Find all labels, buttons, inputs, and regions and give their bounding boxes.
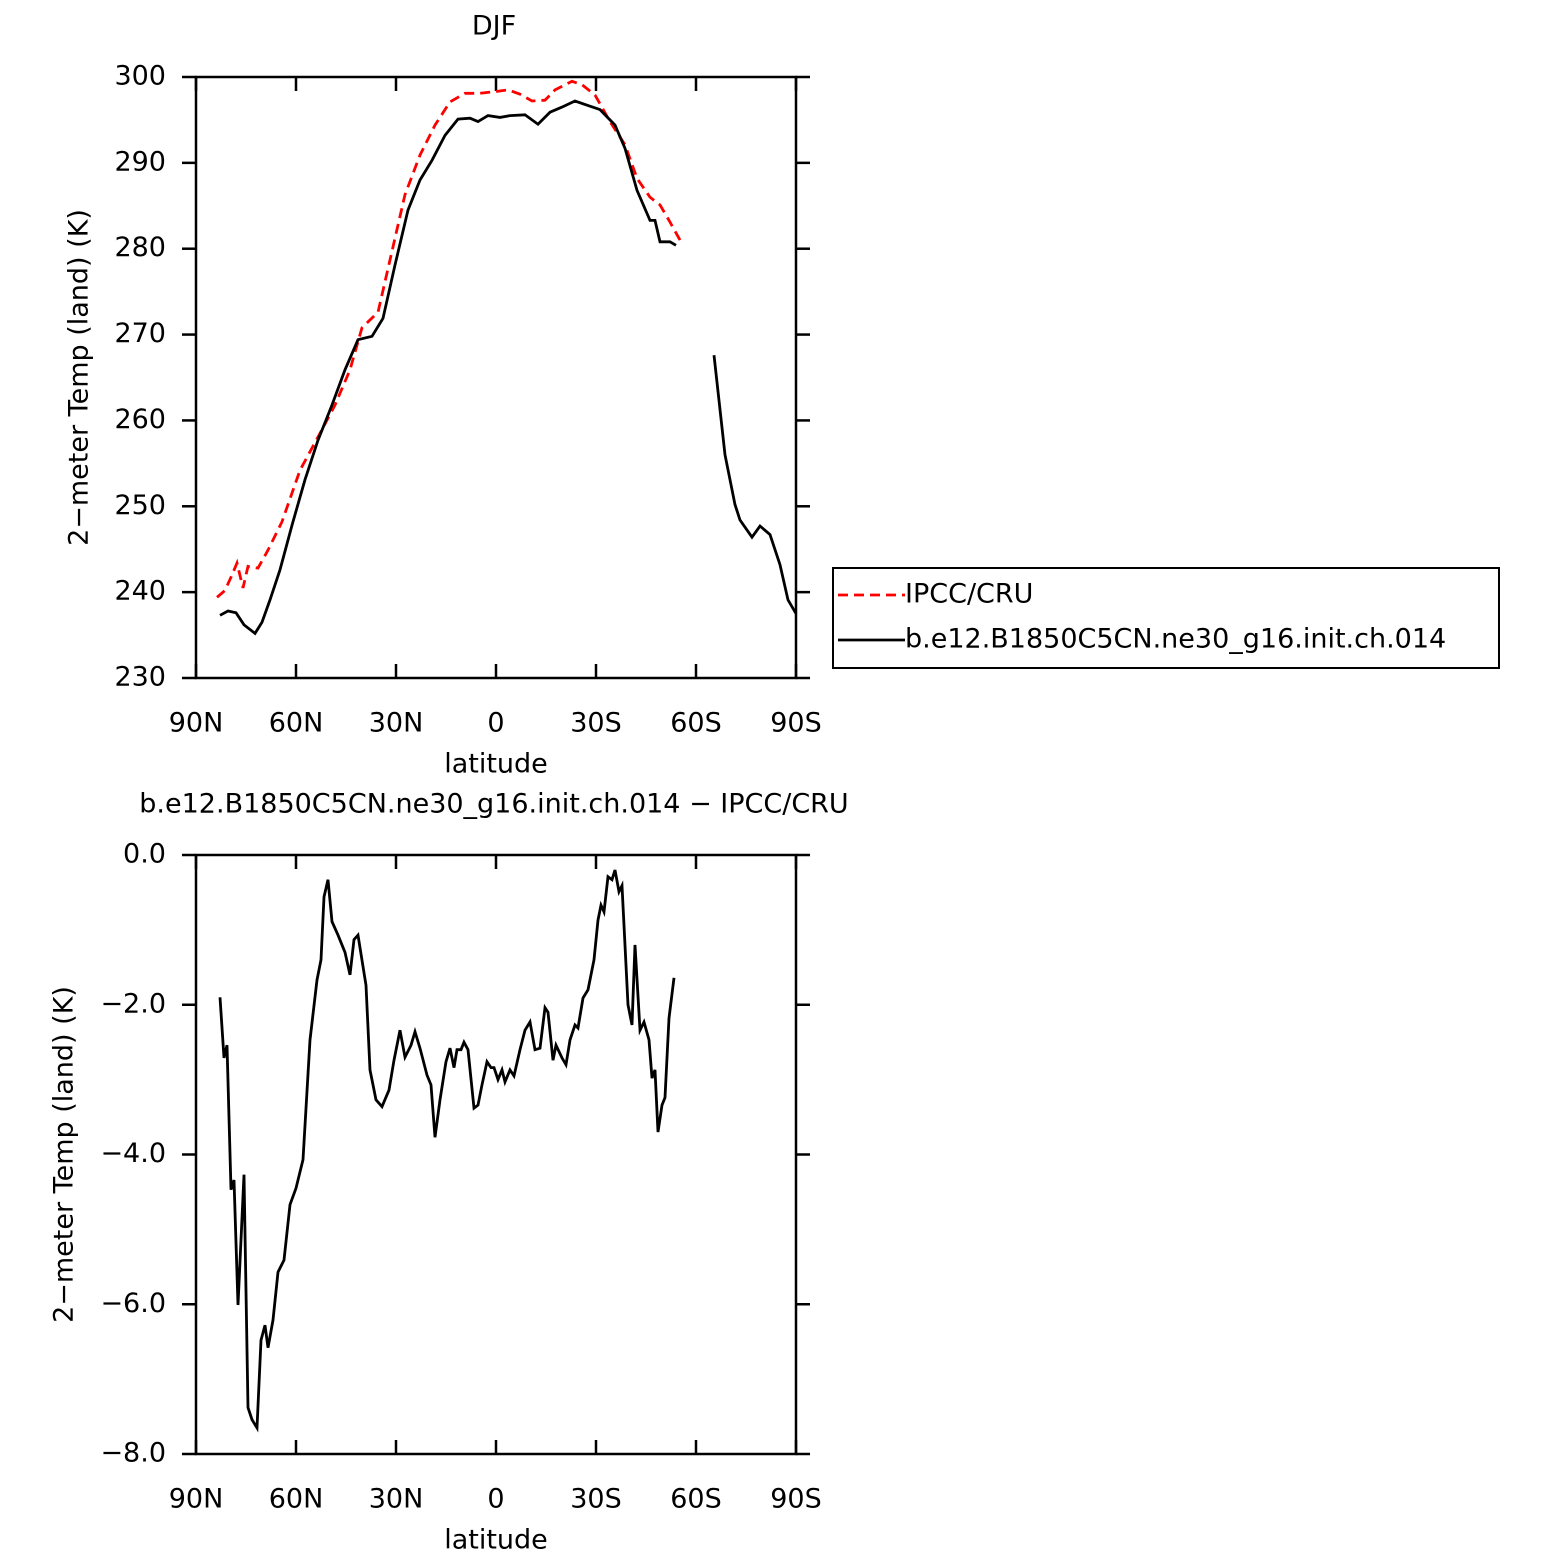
- legend-label: IPCC/CRU: [905, 579, 1033, 610]
- x-tick-label: 30N: [369, 708, 424, 739]
- legend-box: [832, 567, 1500, 669]
- x-tick-label: 30S: [570, 1484, 622, 1515]
- y-axis-label: 2−meter Temp (land) (K): [49, 986, 80, 1323]
- y-tick-label: 0.0: [123, 839, 166, 870]
- chart-title: DJF: [472, 11, 516, 42]
- x-tick-label: 30S: [570, 708, 622, 739]
- x-axis-label: latitude: [444, 1525, 548, 1556]
- y-tick-label: 240: [114, 576, 166, 607]
- x-tick-label: 60S: [670, 708, 722, 739]
- y-axis-label: 2−meter Temp (land) (K): [64, 209, 95, 546]
- legend-label: b.e12.B1850C5CN.ne30_g16.init.ch.014: [905, 624, 1446, 655]
- x-axis-label: latitude: [444, 749, 548, 780]
- y-tick-label: −8.0: [100, 1438, 166, 1469]
- x-tick-label: 30N: [369, 1484, 424, 1515]
- y-tick-label: 270: [114, 318, 166, 349]
- x-tick-label: 90N: [169, 1484, 224, 1515]
- x-tick-label: 60S: [670, 1484, 722, 1515]
- plot-frame: [194, 853, 798, 1456]
- y-tick-label: −6.0: [100, 1288, 166, 1319]
- x-tick-label: 0: [487, 1484, 504, 1515]
- y-tick-label: −2.0: [100, 988, 166, 1019]
- plot-frame: [194, 75, 798, 680]
- x-tick-label: 90N: [169, 708, 224, 739]
- y-tick-label: 300: [114, 61, 166, 92]
- chart-title: b.e12.B1850C5CN.ne30_g16.init.ch.014 − I…: [139, 789, 848, 820]
- x-tick-label: 90S: [770, 1484, 822, 1515]
- y-tick-label: 260: [114, 404, 166, 435]
- y-tick-label: 250: [114, 490, 166, 521]
- x-tick-label: 0: [487, 708, 504, 739]
- series-line: [216, 79, 682, 599]
- y-tick-label: −4.0: [100, 1138, 166, 1169]
- series-line: [218, 869, 676, 1433]
- x-tick-label: 60N: [269, 708, 324, 739]
- series-line: [219, 99, 798, 636]
- x-tick-label: 60N: [269, 1484, 324, 1515]
- y-tick-label: 280: [114, 232, 166, 263]
- y-tick-label: 290: [114, 146, 166, 177]
- x-tick-label: 90S: [770, 708, 822, 739]
- y-tick-label: 230: [114, 662, 166, 693]
